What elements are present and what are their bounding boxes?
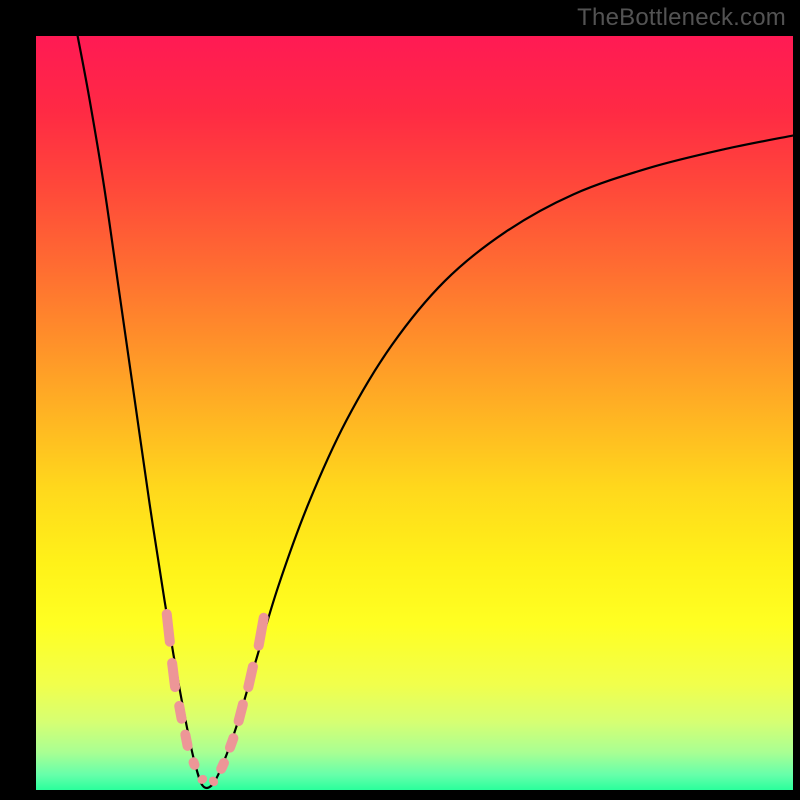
curve-layer xyxy=(36,36,793,790)
plot-area xyxy=(36,36,793,790)
curve-marker xyxy=(187,756,201,771)
curve-marker xyxy=(173,700,187,724)
curve-marker xyxy=(253,612,270,651)
curve-marker xyxy=(215,756,231,775)
curve-marker xyxy=(242,661,259,693)
curve-marker xyxy=(224,732,240,754)
watermark-label: TheBottleneck.com xyxy=(577,4,786,32)
chart-canvas: TheBottleneck.com xyxy=(0,0,800,800)
curve-marker xyxy=(167,657,181,692)
bottleneck-curve xyxy=(78,36,793,788)
curve-marker xyxy=(233,698,249,727)
curve-marker xyxy=(161,608,175,647)
curve-marker xyxy=(179,729,193,752)
